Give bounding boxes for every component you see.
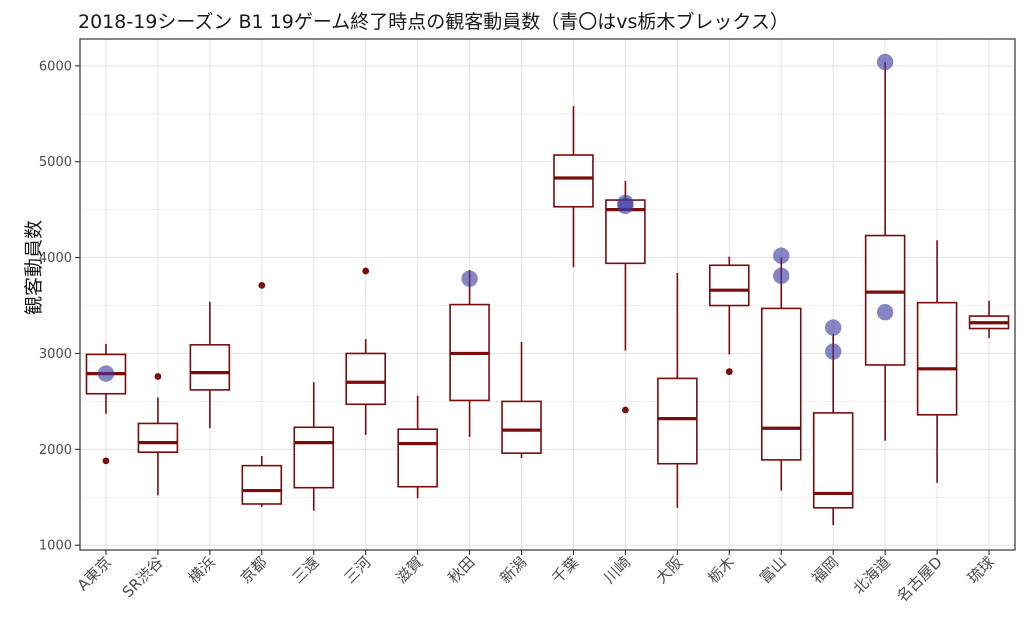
x-tick-label: 横浜 [185, 553, 219, 587]
x-tick-label: 秋田 [444, 553, 478, 587]
tochigi-game-point [773, 247, 790, 264]
x-tick-label: 三遠 [289, 553, 323, 587]
x-tick-label: 三河 [341, 553, 375, 587]
x-tick-label: 栃木 [704, 553, 738, 587]
outlier-point [725, 368, 733, 376]
y-tick-label: 5000 [39, 155, 72, 170]
tochigi-game-point [824, 319, 842, 336]
x-tick-label: 川崎 [600, 553, 634, 587]
box-富山 [760, 247, 802, 491]
box-北海道 [864, 53, 906, 441]
box-三遠 [293, 382, 335, 511]
outlier-point [258, 281, 266, 289]
box-三河 [345, 267, 386, 435]
x-tick-label: 滋賀 [393, 553, 427, 587]
box-A東京 [85, 343, 127, 465]
box-iqr [657, 377, 698, 465]
box-新潟 [501, 341, 542, 458]
outlier-point [102, 457, 110, 465]
x-tick-label: A東京 [74, 553, 115, 594]
tochigi-game-point [824, 343, 842, 360]
box-iqr [241, 464, 283, 505]
y-tick-label: 6000 [39, 59, 72, 74]
box-iqr [760, 307, 802, 461]
box-福岡 [812, 319, 854, 526]
box-iqr [553, 154, 594, 208]
x-tick-label: 大阪 [652, 553, 686, 587]
x-tick-label: 北海道 [849, 553, 894, 598]
box-大阪 [657, 272, 698, 508]
box-iqr [397, 428, 438, 488]
x-tick-label: SR渋谷 [119, 553, 167, 601]
tochigi-game-point [876, 304, 894, 321]
x-tick-label: 新潟 [496, 553, 530, 587]
box-iqr [864, 234, 906, 366]
box-秋田 [449, 270, 490, 437]
y-tick-label: 3000 [39, 347, 72, 362]
tochigi-game-point [617, 194, 634, 212]
box-iqr [916, 301, 958, 416]
box-iqr [137, 422, 179, 454]
tochigi-game-point [773, 267, 790, 285]
chart-title: 2018-19シーズン B1 19ゲーム終了時点の観客動員数（青〇はvs栃木ブレ… [78, 11, 789, 33]
box-琉球 [968, 300, 1010, 339]
tochigi-game-point [97, 365, 115, 382]
x-tick-label: 琉球 [964, 553, 998, 587]
box-名古屋D [916, 240, 958, 483]
tochigi-game-point [461, 270, 478, 287]
plot-border [79, 38, 1016, 551]
box-川崎 [605, 180, 646, 414]
outlier-point [154, 373, 162, 380]
outlier-point [362, 267, 370, 275]
box-横浜 [189, 301, 231, 429]
y-tick-label: 1000 [39, 539, 72, 554]
box-iqr [345, 352, 386, 406]
x-tick-label: 千葉 [548, 553, 582, 587]
box-栃木 [709, 256, 750, 376]
x-tick-label: 京都 [237, 553, 271, 587]
box-滋賀 [397, 395, 438, 499]
box-京都 [241, 281, 283, 507]
y-tick-label: 4000 [39, 251, 72, 266]
box-iqr [189, 344, 231, 391]
plot-background [80, 39, 1015, 550]
box-iqr [293, 426, 335, 489]
box-iqr [501, 400, 542, 454]
tochigi-game-point [876, 53, 894, 71]
box-SR渋谷 [137, 373, 179, 496]
x-tick-label: 名古屋D [893, 553, 946, 606]
x-tick-label: 福岡 [808, 553, 842, 587]
outlier-point [622, 406, 629, 414]
box-千葉 [553, 106, 594, 268]
y-tick-label: 2000 [39, 443, 72, 458]
x-tick-label: 富山 [756, 553, 790, 587]
box-iqr [709, 264, 750, 307]
